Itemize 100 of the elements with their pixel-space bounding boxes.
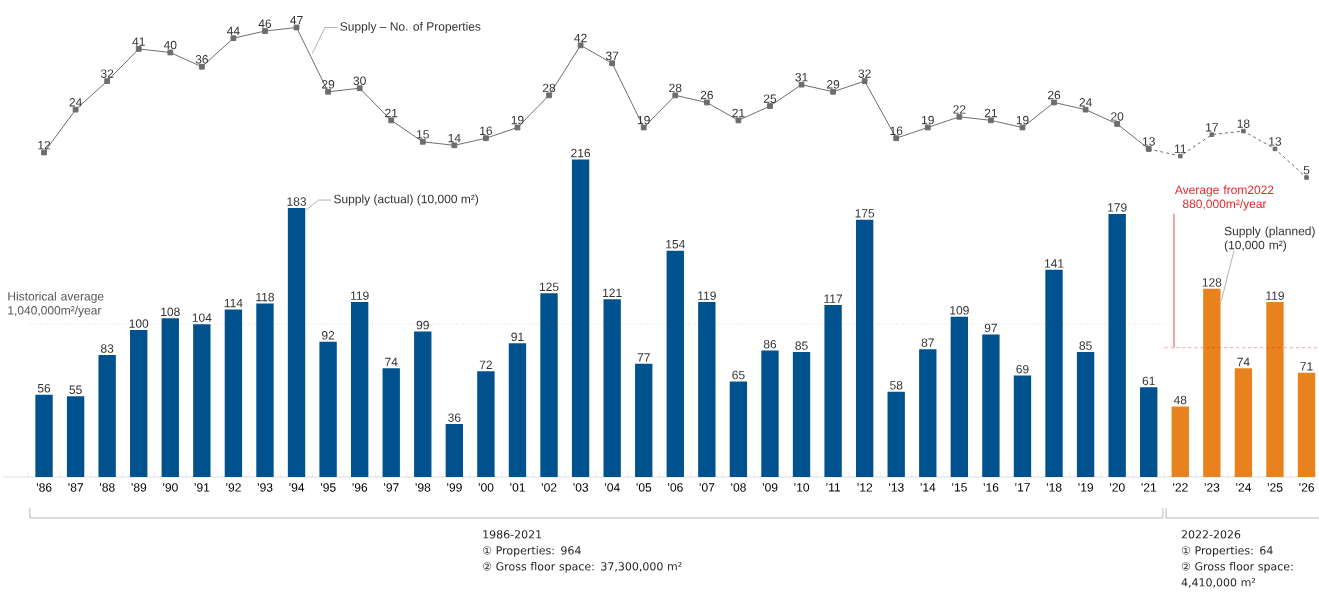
data-label: 44 [227, 26, 240, 36]
data-label: 61 [1142, 376, 1155, 386]
data-label: 121 [603, 288, 622, 297]
x-tick-label: ’05 [636, 483, 652, 492]
data-label: 21 [732, 108, 745, 118]
data-label: 85 [795, 341, 808, 350]
data-label: 85 [1079, 341, 1092, 350]
text: 1986-2021 [483, 530, 542, 539]
x-tick-label: ’03 [573, 483, 589, 492]
data-label: 29 [827, 80, 840, 89]
ref-line-label: Historical average 1,040,000m²/year [8, 291, 104, 317]
x-tick-label: ’22 [1173, 483, 1188, 492]
data-label: 13 [1142, 137, 1155, 146]
x-tick-label: ’88 [99, 483, 115, 492]
data-label: 175 [855, 209, 875, 218]
data-label: 13 [1269, 137, 1282, 146]
data-label: 30 [353, 76, 366, 86]
data-label: 12 [38, 140, 51, 150]
data-label: 18 [1237, 119, 1250, 128]
data-label: 19 [922, 115, 934, 125]
text: Supply (planned) (10,000 m²) [1224, 226, 1315, 252]
data-label: 24 [69, 98, 82, 107]
x-tick-label: ’96 [352, 483, 368, 492]
data-label: 48 [1173, 395, 1187, 405]
x-tick-label: ’04 [604, 483, 620, 492]
x-tick-label: ’89 [131, 483, 147, 492]
data-label: 36 [448, 413, 461, 422]
data-label: 26 [1047, 90, 1061, 100]
text: 2022-2026 [1181, 530, 1241, 539]
data-label: 108 [161, 307, 180, 317]
data-label: 114 [224, 298, 243, 308]
data-label: 117 [824, 294, 843, 303]
data-label: 58 [890, 381, 903, 390]
data-label: 83 [101, 344, 114, 353]
data-label: 36 [195, 55, 208, 64]
data-label: 86 [763, 339, 777, 349]
data-label: 17 [1206, 123, 1218, 132]
x-tick-label: ’87 [68, 483, 83, 492]
data-label: 125 [539, 282, 559, 292]
data-label: 25 [763, 94, 777, 103]
x-tick-label: ’20 [1109, 483, 1125, 492]
data-label: 28 [542, 83, 556, 93]
x-tick-label: ’25 [1267, 483, 1283, 492]
data-label: 16 [480, 126, 493, 136]
data-label: 42 [574, 33, 587, 43]
data-label: 47 [290, 16, 303, 25]
x-tick-label: ’19 [1078, 483, 1094, 492]
data-label: 72 [479, 360, 492, 369]
data-label: 87 [921, 338, 934, 347]
data-label: 20 [1111, 112, 1124, 121]
data-label: 22 [953, 105, 966, 114]
data-label: 216 [571, 148, 591, 158]
x-tick-label: ’02 [541, 483, 557, 492]
x-tick-label: ’26 [1299, 483, 1314, 492]
x-tick-label: ’06 [668, 483, 683, 492]
data-label: 179 [1108, 203, 1127, 212]
data-label: 74 [1237, 357, 1250, 367]
x-tick-label: ’10 [794, 483, 810, 492]
x-tick-label: ’93 [257, 483, 273, 492]
data-label: 31 [795, 72, 808, 82]
data-label: 24 [1079, 98, 1092, 107]
x-tick-label: ’86 [36, 483, 52, 492]
data-label: 128 [1202, 278, 1222, 287]
x-tick-label: ’15 [952, 483, 967, 492]
data-label: 32 [100, 69, 114, 78]
data-label: 91 [511, 332, 524, 342]
data-label: 46 [258, 19, 272, 28]
data-label: 56 [37, 384, 51, 393]
data-label: 14 [448, 133, 461, 143]
x-tick-label: ’97 [383, 483, 399, 492]
x-tick-label: ’18 [1046, 483, 1062, 492]
data-label: 118 [256, 292, 275, 302]
x-tick-label: ’98 [415, 483, 431, 492]
data-label: 11 [1174, 144, 1186, 153]
x-tick-label: ’14 [920, 483, 936, 492]
data-label: 92 [321, 331, 335, 340]
text: ② Gross floor space: 37,300,000 m² [482, 562, 682, 573]
text: ② Gross floor space: 4,410,000 m² [1181, 562, 1293, 588]
data-label: 71 [1300, 362, 1313, 371]
x-tick-label: ’92 [226, 483, 241, 492]
data-label: 28 [669, 83, 682, 93]
x-tick-label: ’07 [699, 483, 715, 492]
x-tick-label: ’21 [1141, 483, 1157, 492]
data-label: 97 [984, 323, 997, 333]
data-label: 32 [858, 69, 871, 78]
data-label: 40 [163, 40, 177, 50]
data-label: 41 [132, 37, 145, 46]
data-label: 26 [700, 90, 713, 100]
x-tick-label: ’95 [320, 483, 336, 492]
text: Supply – No. of Properties [340, 21, 481, 34]
x-tick-label: ’24 [1236, 483, 1252, 492]
data-label: 19 [637, 115, 650, 125]
data-label: 141 [1044, 259, 1064, 268]
text: ① Properties: 64 [1181, 546, 1273, 557]
x-tick-label: ’17 [1015, 483, 1030, 492]
data-label: 21 [385, 108, 398, 118]
data-label: 5 [1303, 165, 1310, 175]
data-label: 74 [385, 357, 398, 367]
x-tick-label: ’08 [731, 483, 746, 492]
x-tick-label: ’94 [289, 483, 305, 492]
